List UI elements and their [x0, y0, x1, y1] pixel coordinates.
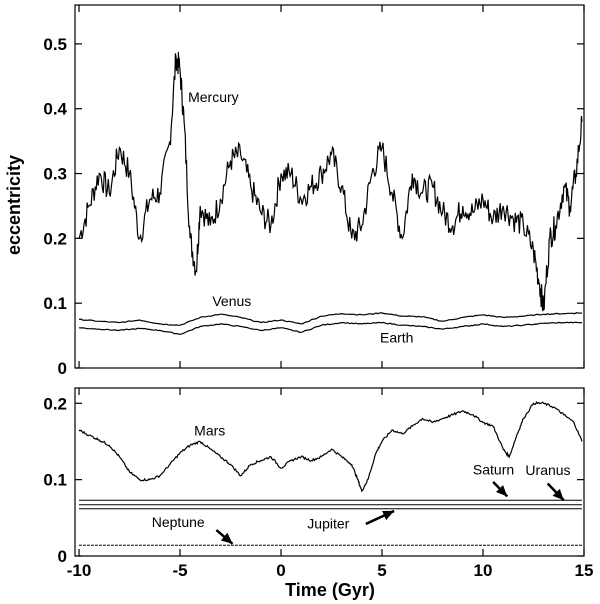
annotation-neptune: Neptune	[152, 514, 205, 530]
y-tick-label: 0.5	[43, 35, 67, 54]
series-line-earth	[78, 321, 582, 335]
annotation-jupiter: Jupiter	[307, 516, 349, 532]
x-tick-label: 10	[474, 561, 493, 580]
bottom-plot-frame	[74, 387, 585, 557]
annotation-mars: Mars	[194, 422, 225, 438]
bottom-y-ticks: 0 0.1 0.2	[43, 394, 584, 566]
annotation-venus: Venus	[212, 293, 251, 309]
x-tick-label: -5	[172, 561, 187, 580]
y-tick-label: 0.4	[43, 100, 67, 119]
y-tick-label: 0.1	[43, 294, 67, 313]
y-tick-label: 0	[58, 547, 67, 566]
planet-arrows	[215, 481, 565, 545]
top-x-ticks	[78, 5, 585, 368]
top-series-group	[78, 51, 583, 335]
x-tick-label: 0	[276, 561, 285, 580]
annotation-uranus: Uranus	[525, 462, 570, 478]
x-axis-title: Time (Gyr)	[285, 580, 375, 600]
series-line-mars	[78, 401, 583, 493]
arrow-uranus-head	[552, 488, 564, 501]
series-line-mercury	[78, 51, 583, 312]
bottom-series-group	[78, 401, 583, 546]
y-tick-label: 0.2	[43, 229, 67, 248]
top-y-axis-title: eccentricity	[4, 155, 24, 255]
top-annotations: Mercury Venus Earth	[188, 89, 413, 345]
bottom-annotations: Mars Saturn Uranus Jupiter Neptune	[152, 422, 571, 531]
arrow-neptune-head	[220, 532, 233, 544]
y-tick-label: 0.2	[43, 394, 67, 413]
annotation-earth: Earth	[380, 330, 413, 346]
bottom-panel: 0 0.1 0.2 -10 -5 0 5 10 15 Mars Saturn Uranus Jupi…	[43, 387, 594, 600]
y-tick-label: 0	[58, 359, 67, 378]
annotation-saturn: Saturn	[473, 461, 514, 477]
top-y-ticks: 0 0.1 0.2 0.3 0.4 0.5	[43, 35, 584, 378]
y-tick-label: 0.3	[43, 165, 67, 184]
top-panel: 0 0.1 0.2 0.3 0.4 0.5 Mercury Venus Earth eccen…	[4, 4, 585, 378]
arrow-jupiter-head	[382, 510, 395, 521]
y-tick-label: 0.1	[43, 471, 67, 490]
series-line-venus	[78, 312, 583, 326]
top-plot-frame	[74, 4, 585, 369]
annotation-mercury: Mercury	[188, 89, 239, 105]
x-tick-label: 5	[377, 561, 386, 580]
x-tick-label: 15	[575, 561, 594, 580]
arrow-saturn-head	[496, 485, 508, 497]
bottom-x-ticks: -10 -5 0 5 10 15	[67, 388, 594, 580]
x-tick-label: -10	[67, 561, 92, 580]
